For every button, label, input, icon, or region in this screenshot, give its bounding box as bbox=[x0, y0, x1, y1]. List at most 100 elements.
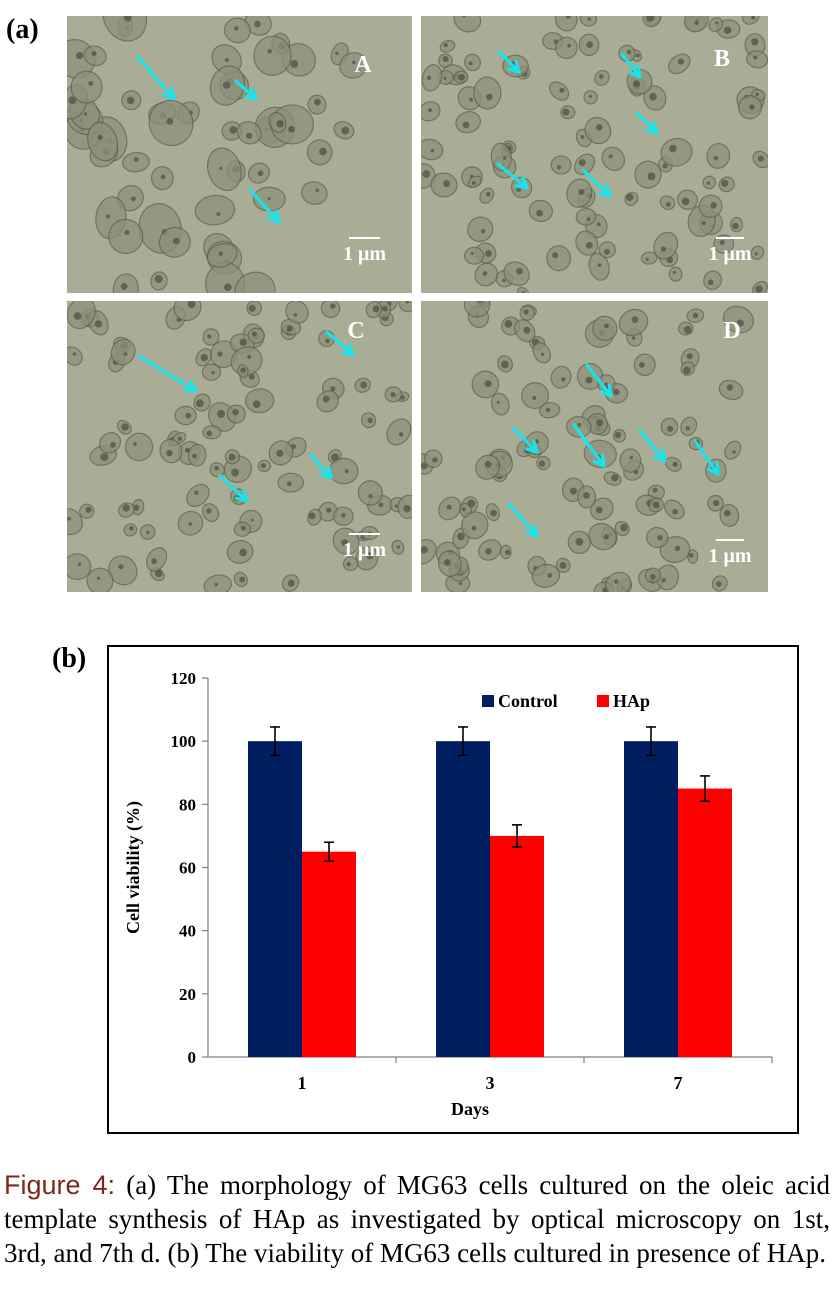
cell-nucleus bbox=[749, 104, 755, 110]
arrow-icon bbox=[507, 502, 539, 538]
cell-nucleus bbox=[694, 20, 699, 26]
cell-nucleus bbox=[536, 209, 543, 217]
cell-nucleus bbox=[468, 61, 473, 66]
cell-nucleus bbox=[701, 221, 706, 226]
cell-nucleus bbox=[97, 134, 103, 140]
cell-shape bbox=[247, 327, 266, 344]
cell-nucleus bbox=[688, 552, 694, 558]
arrow-icon bbox=[325, 330, 355, 357]
cell-nucleus bbox=[428, 108, 432, 113]
bar-chart-svg: 0 20 40 60 80 100 120 1 3 7 Days Cell viability (%)… bbox=[123, 669, 773, 1119]
cell-nucleus bbox=[308, 512, 316, 520]
cell-shape bbox=[703, 270, 723, 290]
cell-nucleus bbox=[457, 532, 465, 541]
bar-control bbox=[624, 741, 678, 1057]
cell-nucleus bbox=[723, 509, 731, 517]
cell-nucleus bbox=[326, 507, 332, 513]
cell-nucleus bbox=[557, 165, 562, 170]
cell-nucleus bbox=[229, 126, 238, 134]
y-tick-label: 100 bbox=[171, 732, 197, 751]
cell-nucleus bbox=[100, 452, 109, 461]
cell-nucleus bbox=[126, 96, 135, 105]
cell-shape bbox=[186, 483, 210, 507]
cell-nucleus bbox=[532, 395, 537, 400]
cell-nucleus bbox=[461, 507, 466, 512]
cell-shape bbox=[122, 151, 151, 173]
cell-nucleus bbox=[260, 462, 266, 469]
cell-shape bbox=[683, 16, 709, 33]
cell-nucleus bbox=[251, 331, 257, 337]
cell-nucleus bbox=[597, 263, 602, 268]
cell-nucleus bbox=[458, 74, 465, 81]
cell-nucleus bbox=[381, 305, 388, 312]
panel-b-label: (b) bbox=[52, 643, 87, 674]
cell-nucleus bbox=[276, 119, 284, 128]
cell-shape bbox=[550, 365, 572, 389]
cell-nucleus bbox=[250, 518, 254, 522]
cell-nucleus bbox=[575, 537, 584, 546]
cell-nucleus bbox=[200, 354, 208, 362]
micrograph-c: 1 μm C bbox=[67, 301, 412, 592]
legend-label: Control bbox=[498, 691, 558, 711]
cell-shape bbox=[339, 52, 368, 79]
cell-shape bbox=[645, 526, 669, 549]
cell-nucleus bbox=[736, 319, 744, 327]
cell-nucleus bbox=[443, 76, 447, 80]
cell-nucleus bbox=[587, 17, 591, 21]
cell-nucleus bbox=[692, 312, 699, 319]
cell-nucleus bbox=[660, 246, 667, 252]
cell-nucleus bbox=[335, 51, 339, 56]
cell-nucleus bbox=[232, 408, 239, 416]
cell-nucleus bbox=[444, 559, 451, 566]
cell-shape bbox=[463, 301, 491, 318]
cell-nucleus bbox=[154, 274, 163, 283]
cell-nucleus bbox=[638, 362, 645, 368]
cell-nucleus bbox=[569, 487, 577, 495]
cell-nucleus bbox=[248, 304, 256, 312]
cell-nucleus bbox=[398, 432, 404, 437]
cell-shape bbox=[550, 155, 572, 175]
cell-nucleus bbox=[330, 303, 336, 309]
cell-nucleus bbox=[538, 460, 546, 467]
legend-item: HAp bbox=[597, 691, 650, 711]
x-tick-label: 3 bbox=[486, 1073, 495, 1093]
cell-nucleus bbox=[325, 338, 330, 344]
cell-nucleus bbox=[552, 252, 559, 259]
cell-nucleus bbox=[341, 539, 349, 547]
cell-nucleus bbox=[516, 267, 523, 275]
cell-nucleus bbox=[484, 460, 492, 468]
cell-nucleus bbox=[110, 442, 116, 448]
panel-a-label: (a) bbox=[6, 14, 39, 45]
cell-nucleus bbox=[121, 423, 129, 431]
cell-nucleus bbox=[330, 386, 336, 392]
cell-nucleus bbox=[177, 436, 183, 441]
cell-nucleus bbox=[217, 351, 223, 357]
cell-nucleus bbox=[585, 241, 593, 249]
cell-nucleus bbox=[432, 457, 438, 463]
cell-nucleus bbox=[677, 58, 685, 65]
cell-shape bbox=[668, 266, 683, 282]
cell-shape bbox=[98, 432, 122, 454]
cell-shape bbox=[285, 301, 309, 324]
cell-nucleus bbox=[470, 251, 475, 255]
cell-shape bbox=[194, 194, 236, 226]
y-tick-label: 20 bbox=[179, 985, 196, 1004]
cell-nucleus bbox=[603, 534, 609, 540]
cell-shape bbox=[746, 50, 768, 69]
cell-nucleus bbox=[649, 92, 657, 101]
cell-nucleus bbox=[341, 126, 350, 135]
scale-bar-label: 1 μm bbox=[709, 243, 752, 265]
y-tick-label: 120 bbox=[171, 669, 197, 688]
cell-nucleus bbox=[426, 75, 432, 80]
cell-nucleus bbox=[706, 181, 711, 185]
cell-nucleus bbox=[486, 93, 493, 101]
cell-nucleus bbox=[661, 578, 667, 583]
cell-nucleus bbox=[585, 376, 593, 384]
cell-nucleus bbox=[484, 380, 492, 388]
cell-shape bbox=[234, 271, 276, 293]
cell-nucleus bbox=[631, 316, 639, 324]
cell-shape bbox=[108, 218, 144, 255]
cell-nucleus bbox=[707, 279, 714, 286]
scale-bar-label: 1 μm bbox=[343, 539, 386, 561]
cell-nucleus bbox=[372, 305, 380, 313]
